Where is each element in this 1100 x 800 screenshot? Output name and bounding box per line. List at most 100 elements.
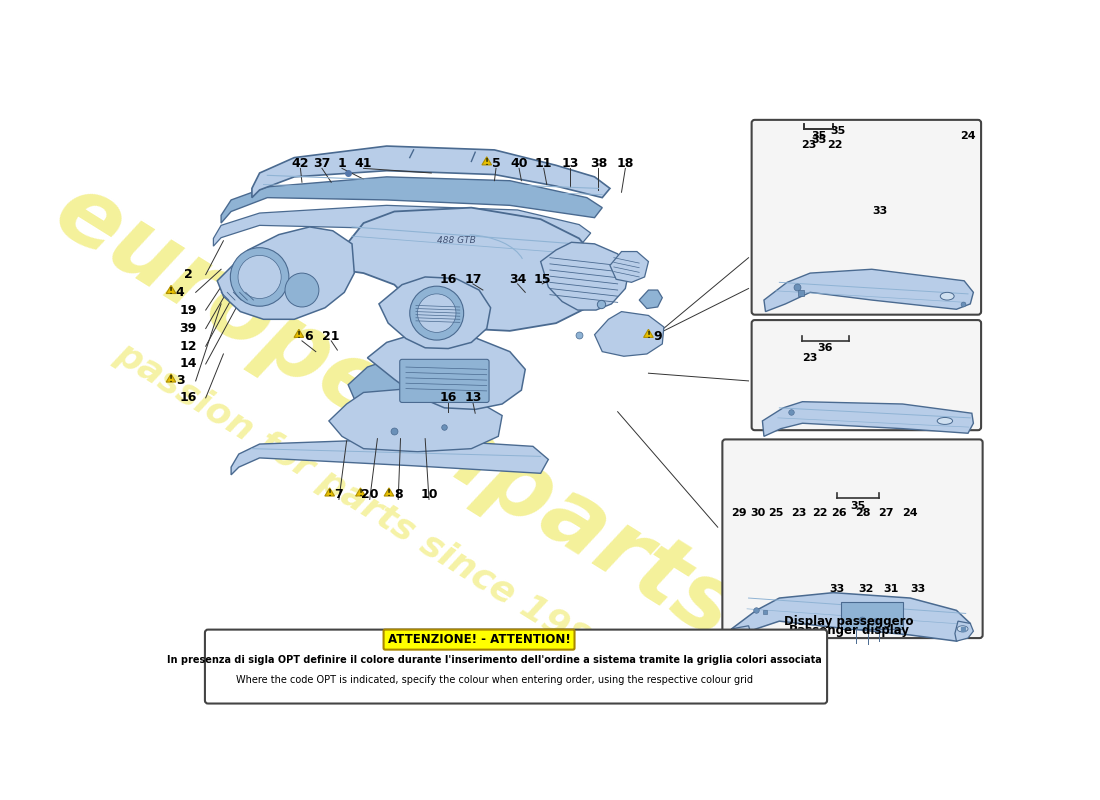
Polygon shape: [644, 330, 653, 338]
Text: 13: 13: [561, 158, 579, 170]
Text: 35: 35: [811, 131, 826, 141]
Polygon shape: [294, 330, 304, 338]
Text: !: !: [328, 490, 332, 498]
Text: 22: 22: [827, 140, 843, 150]
Text: 35: 35: [850, 501, 866, 510]
Text: 18: 18: [617, 158, 634, 170]
Text: !: !: [647, 330, 650, 340]
Text: !: !: [485, 158, 488, 167]
Polygon shape: [732, 593, 970, 641]
Text: 40: 40: [510, 158, 528, 170]
Text: ATTENZIONE! - ATTENTION!: ATTENZIONE! - ATTENTION!: [387, 633, 571, 646]
Text: Passenger display: Passenger display: [789, 624, 909, 637]
Text: 28: 28: [855, 508, 870, 518]
Text: 7: 7: [334, 488, 343, 502]
Text: 1: 1: [338, 158, 346, 170]
Polygon shape: [252, 146, 609, 198]
Text: Where the code OPT is indicated, specify the colour when entering order, using t: Where the code OPT is indicated, specify…: [235, 674, 752, 685]
Polygon shape: [213, 206, 591, 246]
Polygon shape: [166, 374, 176, 382]
Text: 23: 23: [791, 508, 806, 518]
Text: !: !: [169, 287, 173, 296]
Text: !: !: [169, 375, 173, 384]
Text: 38: 38: [590, 158, 607, 170]
Text: 16: 16: [440, 391, 456, 404]
Polygon shape: [955, 621, 974, 641]
Polygon shape: [384, 488, 394, 496]
Text: 16: 16: [179, 391, 197, 404]
Text: 15: 15: [534, 273, 551, 286]
Text: 8: 8: [394, 488, 403, 502]
Polygon shape: [367, 333, 526, 410]
Text: 24: 24: [960, 131, 976, 141]
Text: 11: 11: [535, 158, 552, 170]
Ellipse shape: [937, 418, 953, 425]
Circle shape: [409, 286, 464, 340]
Text: 24: 24: [902, 508, 918, 518]
FancyBboxPatch shape: [751, 120, 981, 314]
Polygon shape: [231, 438, 548, 475]
Polygon shape: [482, 157, 492, 165]
Text: europeanparts: europeanparts: [37, 165, 751, 658]
Circle shape: [418, 294, 455, 332]
Text: 12: 12: [179, 340, 197, 353]
Polygon shape: [166, 286, 176, 294]
Polygon shape: [378, 277, 491, 349]
Text: 27: 27: [878, 508, 893, 518]
Polygon shape: [541, 242, 629, 310]
Text: 23: 23: [803, 353, 817, 363]
Text: 2: 2: [184, 268, 192, 281]
Text: 35: 35: [830, 126, 846, 136]
FancyBboxPatch shape: [384, 630, 574, 650]
Text: 17: 17: [464, 273, 482, 286]
Text: !: !: [359, 490, 363, 498]
Text: 42: 42: [292, 158, 309, 170]
Text: 37: 37: [314, 158, 331, 170]
Circle shape: [230, 248, 289, 306]
Text: 36: 36: [817, 342, 834, 353]
Polygon shape: [594, 311, 664, 356]
Text: 19: 19: [179, 303, 197, 317]
Text: In presenza di sigla OPT definire il colore durante l'inserimento dell'ordine a : In presenza di sigla OPT definire il col…: [167, 654, 822, 665]
Text: 16: 16: [440, 273, 456, 286]
Text: 41: 41: [355, 158, 372, 170]
Polygon shape: [337, 208, 603, 331]
Text: 14: 14: [179, 358, 197, 370]
Polygon shape: [763, 270, 974, 311]
Text: 31: 31: [883, 584, 899, 594]
FancyBboxPatch shape: [205, 630, 827, 703]
FancyBboxPatch shape: [751, 320, 981, 430]
Text: !: !: [387, 490, 390, 498]
Text: 33: 33: [911, 584, 925, 594]
Text: 35: 35: [811, 135, 826, 145]
Text: 21: 21: [322, 330, 340, 342]
Text: 6: 6: [304, 330, 312, 342]
FancyBboxPatch shape: [842, 602, 902, 629]
FancyBboxPatch shape: [723, 439, 982, 638]
Text: 30: 30: [750, 508, 766, 518]
Text: 34: 34: [509, 273, 526, 286]
Polygon shape: [609, 251, 649, 282]
Circle shape: [238, 255, 282, 298]
Polygon shape: [727, 626, 752, 644]
Text: 26: 26: [832, 508, 847, 518]
Text: 5: 5: [492, 158, 500, 170]
Polygon shape: [348, 358, 460, 419]
Text: !: !: [297, 330, 301, 340]
Polygon shape: [218, 227, 354, 319]
Text: 22: 22: [812, 508, 827, 518]
Ellipse shape: [940, 292, 954, 300]
Text: 20: 20: [361, 488, 378, 502]
Text: Display passeggero: Display passeggero: [784, 614, 913, 628]
Text: 23: 23: [801, 140, 816, 150]
Ellipse shape: [957, 626, 968, 632]
Text: 32: 32: [858, 584, 873, 594]
Polygon shape: [329, 389, 502, 452]
FancyBboxPatch shape: [399, 359, 490, 402]
Polygon shape: [221, 177, 603, 223]
Polygon shape: [218, 656, 229, 665]
Text: 4: 4: [176, 286, 185, 299]
Text: 10: 10: [420, 488, 438, 502]
Text: passion for parts since 1985: passion for parts since 1985: [109, 337, 618, 672]
Circle shape: [285, 273, 319, 307]
